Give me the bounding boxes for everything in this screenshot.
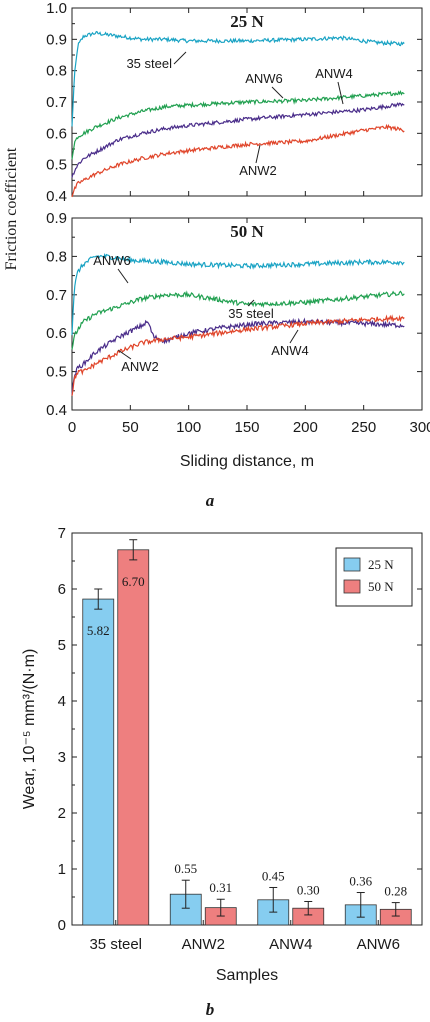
panel-a-label: a bbox=[206, 491, 215, 510]
data-label: 6.70 bbox=[122, 574, 145, 589]
annotation-leader bbox=[247, 299, 255, 307]
y-tick-label: 4 bbox=[58, 693, 66, 710]
series-line-35-steel bbox=[71, 253, 405, 336]
x-tick-label: ANW4 bbox=[269, 936, 312, 953]
x-tick-label: 250 bbox=[351, 419, 376, 436]
y-axis-label: Friction coefficient bbox=[3, 147, 20, 270]
legend-swatch bbox=[343, 579, 361, 594]
x-tick-label: 150 bbox=[234, 419, 259, 436]
series-line-anw4 bbox=[71, 102, 405, 178]
y-tick-label: 2 bbox=[58, 805, 66, 822]
data-label: 0.28 bbox=[384, 884, 407, 899]
y-tick-label: 0.4 bbox=[46, 402, 67, 419]
y-tick-label: 0.9 bbox=[46, 210, 67, 227]
y-tick-label: 0.6 bbox=[46, 125, 67, 142]
x-axis-label: Samples bbox=[216, 967, 278, 984]
y-tick-label: 0 bbox=[58, 917, 66, 934]
y-tick-label: 1.0 bbox=[46, 0, 67, 17]
data-label: 0.45 bbox=[262, 868, 285, 883]
x-tick-label: 100 bbox=[176, 419, 201, 436]
y-tick-label: 0.5 bbox=[46, 364, 67, 381]
y-tick-label: 7 bbox=[58, 525, 66, 542]
subplot-title: 50 N bbox=[230, 222, 264, 241]
y-tick-label: 0.6 bbox=[46, 325, 67, 342]
annotation-label: 35 steel bbox=[228, 306, 274, 321]
annotation-leader bbox=[255, 144, 261, 164]
series-line-35-steel bbox=[71, 30, 405, 127]
annotation-leader bbox=[173, 51, 187, 65]
x-tick-label: 300 bbox=[409, 419, 430, 436]
x-axis-label: Sliding distance, m bbox=[180, 453, 314, 470]
y-tick-label: 3 bbox=[58, 749, 66, 766]
annotation-label: ANW4 bbox=[315, 66, 353, 81]
annotation-leader bbox=[117, 268, 129, 284]
legend-label: 25 N bbox=[368, 557, 394, 572]
annotation-leader bbox=[337, 81, 344, 105]
data-label: 0.55 bbox=[174, 861, 197, 876]
x-tick-label: 50 bbox=[122, 419, 139, 436]
panel-b: 0 1 2 3 4 5 6 7 35 steel 5.82 6.70 ANW2 0.55 0.31 ANW4… bbox=[21, 525, 423, 984]
annotation-leader bbox=[289, 329, 299, 344]
series-line-anw4 bbox=[71, 317, 405, 395]
bar-50-n bbox=[117, 549, 150, 926]
annotation-label: ANW6 bbox=[245, 71, 283, 86]
annotation-label: ANW2 bbox=[121, 359, 159, 374]
data-label: 0.31 bbox=[209, 880, 232, 895]
data-label: 0.30 bbox=[297, 882, 320, 897]
panel-a: 0.4 0.5 0.6 0.7 0.8 0.9 1.0 25 N 35 steel ANW6 ANW… bbox=[3, 0, 430, 470]
annotation-leader bbox=[271, 86, 284, 99]
annotation-leader bbox=[117, 349, 132, 360]
bar-25-n bbox=[82, 598, 115, 926]
subplot-2: 0.4 0.5 0.6 0.7 0.8 0.9 50 N ANW6 35 steel ANW2 AN… bbox=[46, 210, 423, 419]
data-label: 0.36 bbox=[349, 874, 372, 889]
x-tick-label: 35 steel bbox=[89, 936, 142, 953]
annotation-label: 35 steel bbox=[126, 56, 172, 71]
series-line-anw2 bbox=[71, 123, 405, 198]
y-tick-label: 0.9 bbox=[46, 31, 67, 48]
data-label: 5.82 bbox=[87, 623, 110, 638]
series-line-anw6 bbox=[71, 290, 405, 350]
x-tick-label: 0 bbox=[68, 419, 76, 436]
y-tick-label: 0.5 bbox=[46, 157, 67, 174]
y-axis-label: Wear, 10⁻⁵ mm³/(N·m) bbox=[21, 649, 38, 810]
series-line-anw6 bbox=[71, 89, 405, 160]
legend-label: 50 N bbox=[368, 579, 394, 594]
subplot-1: 0.4 0.5 0.6 0.7 0.8 0.9 1.0 25 N 35 steel ANW6 ANW… bbox=[46, 0, 423, 205]
legend: 25 N 50 N bbox=[335, 547, 413, 607]
y-tick-label: 0.4 bbox=[46, 188, 67, 205]
panel-b-label: b bbox=[206, 1000, 215, 1019]
annotation-label: ANW6 bbox=[93, 253, 131, 268]
y-tick-label: 0.7 bbox=[46, 94, 67, 111]
series-line-anw2 bbox=[71, 314, 405, 396]
x-tick-label: ANW6 bbox=[357, 936, 400, 953]
y-tick-label: 0.8 bbox=[46, 63, 67, 80]
x-tick-label: ANW2 bbox=[182, 936, 225, 953]
subplot-title: 25 N bbox=[230, 12, 264, 31]
legend-swatch bbox=[343, 557, 361, 572]
x-tick-label: 200 bbox=[293, 419, 318, 436]
annotation-label: ANW2 bbox=[239, 163, 277, 178]
y-tick-label: 6 bbox=[58, 581, 66, 598]
y-tick-label: 1 bbox=[58, 861, 66, 878]
y-tick-label: 5 bbox=[58, 637, 66, 654]
y-tick-label: 0.7 bbox=[46, 287, 67, 304]
y-tick-label: 0.8 bbox=[46, 248, 67, 265]
annotation-label: ANW4 bbox=[271, 343, 309, 358]
